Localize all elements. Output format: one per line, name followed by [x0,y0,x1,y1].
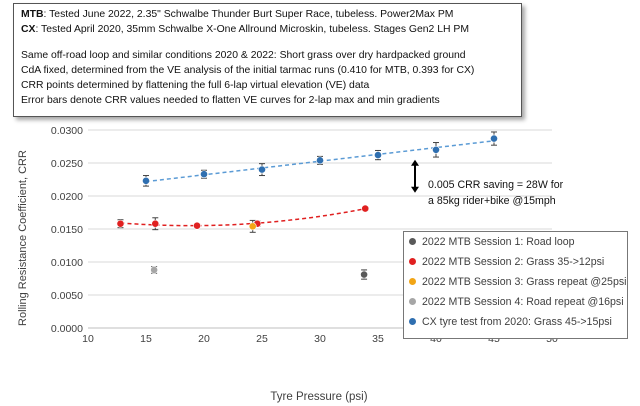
crr-saving-annotation: 0.005 CRR saving = 28W for a 85kg rider+… [428,177,563,209]
data-point-series-4 [258,165,266,174]
legend-label: 2022 MTB Session 1: Road loop [422,236,575,248]
axes: 0.0000 0.0050 0.0100 0.0150 0.0200 0.0250 0.03… [51,125,558,345]
x-tick-label: 10 [82,333,94,345]
legend-label: CX tyre test from 2020: Grass 45->15psi [422,316,612,328]
annotation-arrow [411,159,419,193]
data-point-series-4 [142,176,150,185]
data-point-series-4 [316,156,324,165]
y-tick-label: 0.0250 [51,158,83,170]
data-point-series-4 [374,151,382,159]
x-tick-label: 50 [546,333,558,345]
trendline-series-1 [120,207,366,227]
legend-label: 2022 MTB Session 2: Grass 35->12psi [422,256,605,268]
y-tick-label: 0.0000 [51,323,83,335]
y-axis-title: Rolling Resistance Coefficient, CRR [17,150,29,326]
data-point-series-1 [361,204,370,213]
data-point-series-2 [248,222,257,231]
y-tick-label: 0.0050 [51,290,83,302]
legend-item-session2: 2022 MTB Session 2: Grass 35->12psi [409,256,604,268]
data-points [116,134,498,279]
arrow-up-icon [411,159,419,166]
note-mtb-label: MTB [21,9,44,20]
data-point-series-4 [200,170,208,179]
y-tick-label: 0.0300 [51,125,83,137]
data-point-series-4 [490,134,498,143]
x-axis-title: Tyre Pressure (psi) [270,391,367,403]
data-point-series-1 [116,219,125,228]
note-cx: CX: Tested April 2020, 35mm Schwalbe X-O… [21,24,469,35]
note-mtb: MTB: Tested June 2022, 2.35" Schwalbe Th… [21,9,453,20]
legend-marker-icon [409,257,416,265]
x-tick-label: 45 [488,333,500,345]
x-tick-label: 15 [140,333,152,345]
data-point-series-0 [360,270,368,279]
data-point-series-1 [193,221,201,230]
legend-item-session3: 2022 MTB Session 3: Grass repeat @25psi [409,276,626,288]
legend-marker-icon [409,297,416,305]
note-cx-label: CX [21,24,36,35]
note-error-bars: Error bars denote CRR values needed to f… [21,95,440,106]
x-tick-label: 25 [256,333,268,345]
note-mtb-text: : Tested June 2022, 2.35" Schwalbe Thund… [43,9,454,20]
annotation-line-2: a 85kg rider+bike @15mph [428,195,556,207]
legend-item-session1: 2022 MTB Session 1: Road loop [409,236,575,248]
note-conditions: Same off-road loop and similar condition… [21,50,466,61]
legend-label: 2022 MTB Session 4: Road repeat @16psi [422,296,624,308]
x-tick-label: 30 [314,333,326,345]
legend: 2022 MTB Session 1: Road loop 2022 MTB S… [403,231,628,339]
y-tick-label: 0.0150 [51,224,83,236]
notes-box: MTB: Tested June 2022, 2.35" Schwalbe Th… [13,3,522,117]
data-point-series-1 [151,219,160,228]
x-tick-label: 35 [372,333,384,345]
legend-label: 2022 MTB Session 3: Grass repeat @25psi [422,276,627,288]
annotation-line-1: 0.005 CRR saving = 28W for [428,179,564,191]
legend-item-session4: 2022 MTB Session 4: Road repeat @16psi [409,296,624,308]
arrow-down-icon [411,186,419,193]
legend-marker-icon [409,317,416,325]
y-tick-label: 0.0200 [51,191,83,203]
legend-marker-icon [409,237,416,245]
note-cda: CdA fixed, determined from the VE analys… [21,65,475,76]
note-crr-method: CRR points determined by flattening the … [21,80,370,91]
legend-item-cx-2020: CX tyre test from 2020: Grass 45->15psi [409,316,612,328]
note-cx-text: : Tested April 2020, 35mm Schwalbe X-One… [35,24,469,35]
legend-marker-icon [409,277,416,285]
y-tick-label: 0.0100 [51,257,83,269]
data-point-series-3 [150,266,159,274]
x-tick-label: 20 [198,333,210,345]
x-tick-label: 40 [430,333,442,345]
data-point-series-4 [432,145,440,154]
